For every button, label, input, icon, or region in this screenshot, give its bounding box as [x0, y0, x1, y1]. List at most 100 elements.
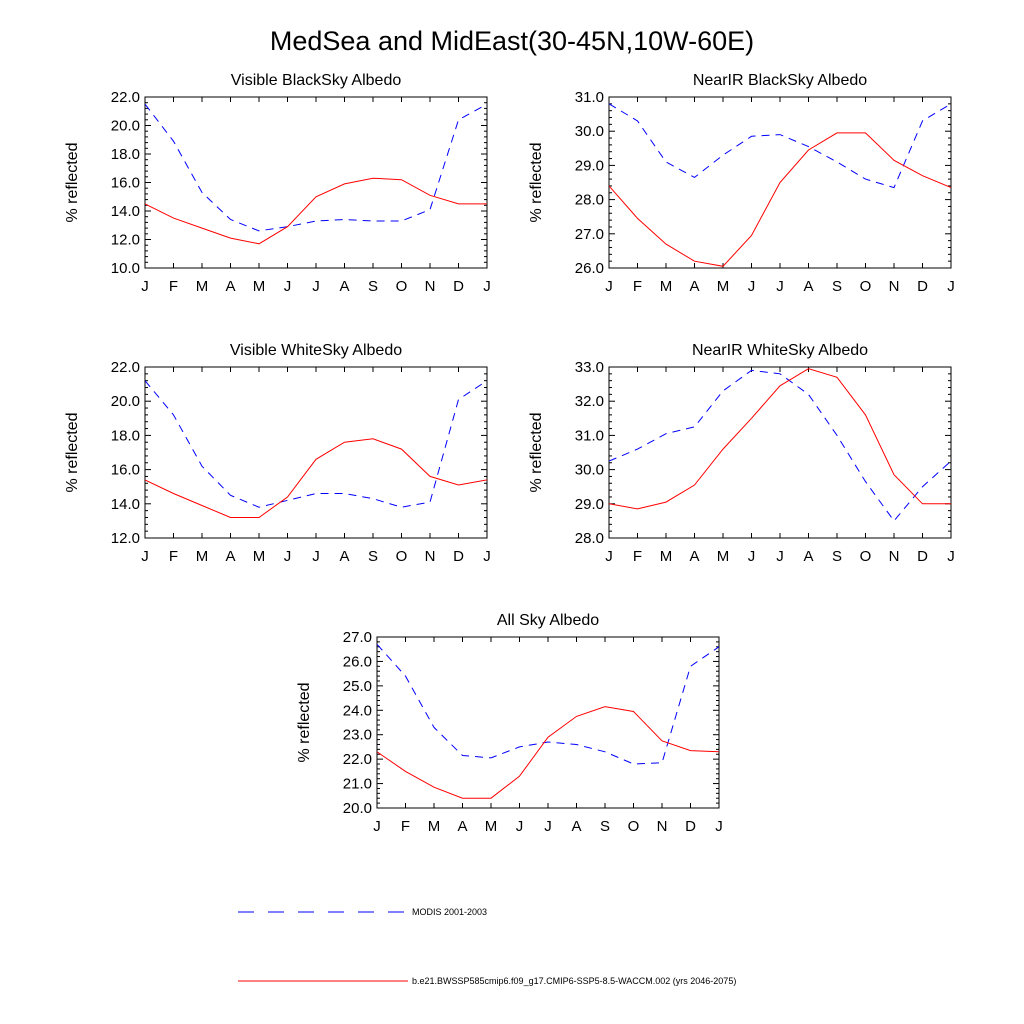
plot-frame: [144, 366, 488, 539]
series-line-modis: [145, 103, 487, 232]
x-tick-label: N: [425, 278, 436, 295]
x-tick-label: A: [225, 278, 235, 295]
panel-title: Visible BlackSky Albedo: [231, 72, 402, 89]
y-tick-label: 32.0: [575, 393, 604, 410]
x-tick-label: A: [457, 818, 467, 835]
y-tick-label: 27.0: [575, 226, 604, 243]
y-tick-label: 21.0: [343, 776, 372, 793]
y-tick-label: 23.0: [343, 727, 372, 744]
y-tick-label: 14.0: [111, 203, 140, 220]
y-tick-label: 12.0: [111, 530, 140, 547]
y-tick-label: 16.0: [111, 462, 140, 479]
x-tick-label: A: [339, 278, 349, 295]
y-tick-label: 30.0: [575, 462, 604, 479]
y-tick-label: 18.0: [111, 427, 140, 444]
y-tick-label: 31.0: [575, 427, 604, 444]
panel-title: All Sky Albedo: [497, 612, 599, 629]
x-tick-label: J: [776, 278, 784, 295]
y-tick-label: 18.0: [111, 146, 140, 163]
x-tick-label: D: [453, 278, 464, 295]
panel-title: NearIR WhiteSky Albedo: [692, 342, 868, 359]
x-tick-label: O: [396, 548, 408, 565]
x-tick-label: J: [748, 278, 756, 295]
x-tick-label: A: [225, 548, 235, 565]
x-tick-label: D: [453, 548, 464, 565]
x-tick-label: D: [917, 278, 928, 295]
x-tick-label: J: [483, 278, 491, 295]
y-axis-label: % reflected: [64, 142, 81, 222]
x-tick-label: S: [368, 278, 378, 295]
series-line-modis: [609, 103, 951, 189]
y-tick-label: 22.0: [111, 89, 140, 106]
y-axis-label: % reflected: [296, 682, 313, 762]
series-line-model: [609, 132, 951, 267]
x-tick-label: M: [196, 278, 209, 295]
x-tick-label: D: [917, 548, 928, 565]
figure-title: MedSea and MidEast(30-45N,10W-60E): [270, 26, 754, 56]
y-tick-label: 26.0: [343, 653, 372, 670]
x-tick-label: M: [717, 548, 730, 565]
y-tick-label: 20.0: [343, 800, 372, 817]
x-tick-label: A: [689, 548, 699, 565]
y-tick-label: 27.0: [343, 629, 372, 646]
x-tick-label: N: [889, 278, 900, 295]
x-tick-label: O: [628, 818, 640, 835]
x-tick-label: D: [685, 818, 696, 835]
x-tick-label: J: [947, 278, 955, 295]
x-tick-label: N: [425, 548, 436, 565]
x-tick-label: A: [339, 548, 349, 565]
y-axis-label: % reflected: [528, 142, 545, 222]
y-tick-label: 20.0: [111, 118, 140, 135]
y-tick-label: 20.0: [111, 393, 140, 410]
y-tick-label: 14.0: [111, 496, 140, 513]
x-tick-label: J: [312, 548, 320, 565]
series-line-model: [145, 177, 487, 245]
x-tick-label: A: [803, 278, 813, 295]
panel-title: Visible WhiteSky Albedo: [230, 342, 402, 359]
x-tick-label: S: [368, 548, 378, 565]
x-tick-label: J: [544, 818, 552, 835]
series-line-modis: [377, 643, 719, 765]
series-line-model: [609, 368, 951, 510]
y-tick-label: 31.0: [575, 89, 604, 106]
series-line-modis: [145, 380, 487, 508]
plot-frame: [376, 636, 720, 809]
x-tick-label: J: [141, 278, 149, 295]
legend: MODIS 2001-2003 b.e21.BWSSP585cmip6.f09_…: [238, 907, 736, 986]
y-tick-label: 29.0: [575, 157, 604, 174]
x-tick-label: J: [715, 818, 723, 835]
x-tick-label: S: [832, 548, 842, 565]
x-tick-label: M: [253, 548, 266, 565]
y-tick-label: 22.0: [111, 359, 140, 376]
y-tick-label: 22.0: [343, 751, 372, 768]
legend-label-modis: MODIS 2001-2003: [412, 907, 487, 917]
x-tick-label: J: [284, 548, 292, 565]
y-tick-label: 29.0: [575, 496, 604, 513]
x-tick-label: J: [776, 548, 784, 565]
x-tick-label: M: [660, 548, 673, 565]
y-tick-label: 10.0: [111, 260, 140, 277]
x-tick-label: A: [571, 818, 581, 835]
series-line-model: [145, 438, 487, 518]
plot-frame: [608, 366, 952, 539]
x-tick-label: O: [396, 278, 408, 295]
x-tick-label: A: [689, 278, 699, 295]
x-tick-label: F: [401, 818, 410, 835]
x-tick-label: F: [169, 278, 178, 295]
x-tick-label: J: [312, 278, 320, 295]
y-tick-label: 28.0: [575, 192, 604, 209]
y-tick-label: 24.0: [343, 702, 372, 719]
x-tick-label: O: [860, 278, 872, 295]
x-tick-label: J: [141, 548, 149, 565]
y-tick-label: 30.0: [575, 123, 604, 140]
panel-title: NearIR BlackSky Albedo: [693, 72, 867, 89]
y-tick-label: 16.0: [111, 175, 140, 192]
y-axis-label: % reflected: [528, 412, 545, 492]
y-tick-label: 33.0: [575, 359, 604, 376]
x-tick-label: N: [657, 818, 668, 835]
x-tick-label: M: [196, 548, 209, 565]
